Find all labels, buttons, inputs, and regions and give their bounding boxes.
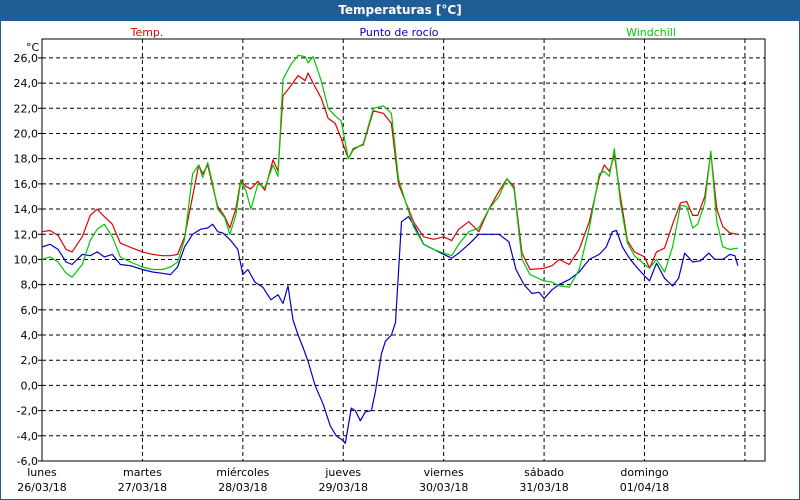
y-tick-label: 26,0 xyxy=(14,52,39,65)
plot-border xyxy=(41,38,766,462)
x-tick-date-label: 28/03/18 xyxy=(218,481,267,494)
chart-title-bar: Temperaturas [°C] xyxy=(0,0,800,20)
x-tick-date-label: 01/04/18 xyxy=(620,481,669,494)
x-tick-date-label: 29/03/18 xyxy=(319,481,368,494)
y-tick-label: -4,0 xyxy=(17,430,38,443)
x-tick-day-label: domingo xyxy=(620,466,668,479)
temperature-chart: 26,0 24,0 22,0 20,0 18,0 16,0 14,0 12,0 10,0 8,0 6… xyxy=(14,26,766,494)
x-tick-day-label: martes xyxy=(123,466,162,479)
y-tick-label: 2,0 xyxy=(21,354,39,367)
y-tick-label: 6,0 xyxy=(21,304,39,317)
y-axis-unit-label: °C xyxy=(26,41,40,54)
y-tick-label: -6,0 xyxy=(17,455,38,468)
legend-entry: Temp. xyxy=(130,26,164,39)
y-tick-label: 14,0 xyxy=(14,203,39,216)
y-tick-label: 10,0 xyxy=(14,253,39,266)
chart-title: Temperaturas [°C] xyxy=(338,3,462,17)
x-tick-day-label: viernes xyxy=(424,466,464,479)
y-tick-label: 24,0 xyxy=(14,77,39,90)
y-tick-label: 20,0 xyxy=(14,127,39,140)
y-tick-label: 12,0 xyxy=(14,228,39,241)
legend-entry: Windchill xyxy=(626,26,676,39)
plot-area xyxy=(42,39,765,461)
y-tick-label: 18,0 xyxy=(14,153,39,166)
y-tick-label: 0,0 xyxy=(21,379,39,392)
series-line xyxy=(41,54,738,288)
x-tick-day-label: sábado xyxy=(524,466,564,479)
y-tick-label: -2,0 xyxy=(17,405,38,418)
y-tick-label: 8,0 xyxy=(21,279,39,292)
x-tick-date-label: 26/03/18 xyxy=(17,481,66,494)
y-tick-label: 4,0 xyxy=(21,329,39,342)
x-tick-date-label: 31/03/18 xyxy=(519,481,568,494)
series-line xyxy=(41,216,739,444)
x-tick-day-label: jueves xyxy=(324,466,361,479)
x-tick-date-label: 30/03/18 xyxy=(419,481,468,494)
y-tick-label: 22,0 xyxy=(14,102,39,115)
y-tick-label: 16,0 xyxy=(14,178,39,191)
legend-entry: Punto de rocío xyxy=(359,26,438,39)
chart-frame: 26,0 24,0 22,0 20,0 18,0 16,0 14,0 12,0 10,0 8,0 6… xyxy=(0,20,800,500)
x-tick-day-label: lunes xyxy=(27,466,57,479)
x-tick-day-label: miércoles xyxy=(216,466,269,479)
x-tick-date-label: 27/03/18 xyxy=(118,481,167,494)
